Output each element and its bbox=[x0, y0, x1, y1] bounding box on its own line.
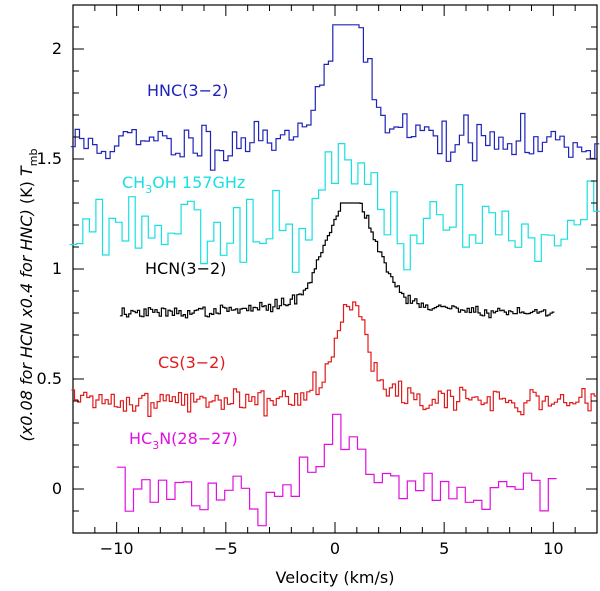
spectral-traces bbox=[69, 24, 600, 527]
trace-hnc bbox=[70, 24, 600, 171]
y-axis-title: (x0.08 for HCN x0.4 for HNC) (K) Tmb bbox=[17, 149, 40, 442]
y-tick-label: 1 bbox=[52, 259, 62, 278]
y-tick-label: 0 bbox=[52, 479, 62, 498]
x-tick-label: −10 bbox=[100, 539, 134, 558]
label-ch3oh-sub: 3 bbox=[145, 183, 152, 196]
y-axis-unit: (K) bbox=[17, 181, 36, 204]
y-tick-label: 0.5 bbox=[37, 369, 62, 388]
label-hnc: HNC(3−2) bbox=[147, 81, 228, 100]
label-cs: CS(3−2) bbox=[158, 353, 226, 372]
y-tick-label: 1.5 bbox=[37, 149, 62, 168]
label-ch3oh-pre: CH bbox=[122, 173, 145, 192]
x-tick-label: 0 bbox=[330, 539, 340, 558]
x-axis-title: Velocity (km/s) bbox=[276, 568, 395, 587]
trace-hc3n bbox=[116, 413, 557, 527]
x-tick-label: 10 bbox=[543, 539, 563, 558]
axis-ticks: −10 −5 0 5 10 0 0.5 1 1.5 2 bbox=[37, 4, 598, 558]
y-axis-note: (x0.08 for HCN x0.4 for HNC) bbox=[17, 209, 36, 441]
trace-ch3oh bbox=[69, 143, 600, 273]
y-axis-sub: mb bbox=[27, 149, 40, 167]
y-tick-label: 2 bbox=[52, 39, 62, 58]
label-hc3n-post: N(28−27) bbox=[159, 429, 238, 448]
label-hc3n: HC3N(28−27) bbox=[129, 429, 238, 452]
label-ch3oh: CH3OH 157GHz bbox=[122, 173, 245, 196]
label-hcn: HCN(3−2) bbox=[145, 259, 226, 278]
x-tick-label: 5 bbox=[439, 539, 449, 558]
label-ch3oh-post: OH 157GHz bbox=[152, 173, 245, 192]
trace-hcn bbox=[119, 202, 555, 319]
label-hc3n-pre: HC bbox=[129, 429, 152, 448]
x-tick-label: −5 bbox=[214, 539, 238, 558]
label-hc3n-sub: 3 bbox=[152, 439, 159, 452]
trace-cs bbox=[71, 301, 598, 417]
y-axis-main: T bbox=[17, 165, 36, 176]
